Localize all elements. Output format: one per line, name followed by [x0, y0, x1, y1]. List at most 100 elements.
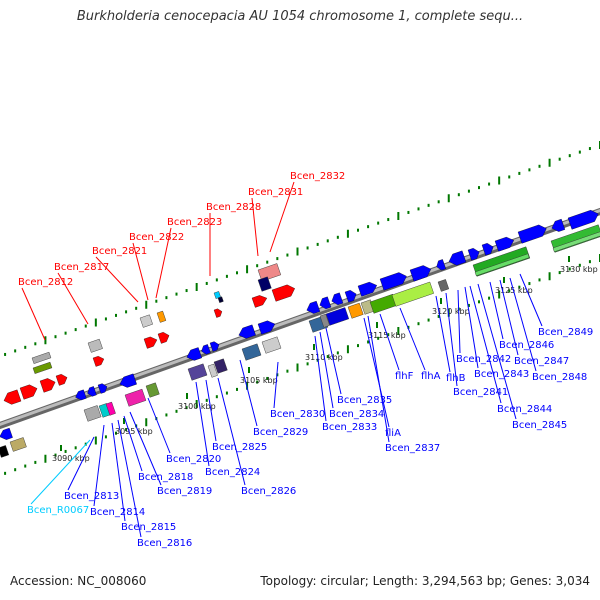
- gene: [83, 405, 102, 422]
- scale-tick-mark: [123, 418, 125, 424]
- reverse-gene: [3, 389, 22, 405]
- map-title: Burkholderia cenocepacia AU 1054 chromos…: [76, 9, 524, 24]
- pseudo-gene: [31, 351, 52, 364]
- forward-gene: [119, 373, 137, 388]
- gene-label-bcen_r0067: Bcen_R0067: [27, 505, 89, 516]
- gene-label-bcen_2844: Bcen_2844: [497, 404, 552, 415]
- gene-label-bcen_2824: Bcen_2824: [205, 467, 260, 478]
- pseudo-gene: [87, 338, 103, 353]
- gene-label-bcen_2820: Bcen_2820: [166, 454, 221, 465]
- forward-gene: [436, 259, 447, 271]
- gene-label-bcen_2831: Bcen_2831: [248, 187, 303, 198]
- forward-gene: [494, 236, 515, 252]
- gene: [391, 281, 434, 307]
- leader-line: [251, 197, 259, 257]
- reverse-gene: [39, 378, 56, 393]
- forward-gene: [87, 386, 97, 397]
- gene-label-bcen_2823: Bcen_2823: [167, 217, 222, 228]
- gene: [347, 302, 364, 319]
- leader-line: [469, 285, 502, 404]
- gene-label-bcen_2819: Bcen_2819: [157, 486, 212, 497]
- gene: [257, 263, 282, 282]
- leader-line: [129, 411, 162, 486]
- scale-tick-label: 3090 kbp: [52, 454, 90, 463]
- scale-tick-mark: [568, 256, 570, 262]
- leader-line: [155, 227, 172, 299]
- forward-gene: [409, 265, 432, 282]
- forward-gene: [331, 292, 344, 306]
- leader-line: [95, 256, 139, 303]
- gene-label-bcen_2841: Bcen_2841: [453, 387, 508, 398]
- gene-label-bcen_2812: Bcen_2812: [18, 277, 73, 288]
- gene-label-bcen_2845: Bcen_2845: [512, 420, 567, 431]
- leader-line: [239, 359, 258, 427]
- leader-line: [363, 317, 390, 428]
- gene: [325, 307, 350, 326]
- scale-tick-mark: [376, 322, 378, 328]
- reverse-gene: [251, 295, 268, 308]
- forward-gene: [379, 272, 407, 291]
- leader-line: [325, 327, 342, 395]
- gene-label-bcen_2837: Bcen_2837: [385, 443, 440, 454]
- gene: [474, 253, 530, 277]
- forward-gene: [186, 347, 203, 361]
- pseudo-gene: [139, 314, 153, 328]
- gene-label-flia: fliA: [385, 428, 401, 439]
- gene: [213, 358, 228, 374]
- reverse-gene: [92, 356, 105, 367]
- gene-label-bcen_2818: Bcen_2818: [138, 472, 193, 483]
- gene: [105, 401, 116, 416]
- upper-scale-row: [4, 141, 600, 356]
- scale-tick-mark: [503, 277, 505, 283]
- gene: [217, 296, 224, 303]
- forward-gene: [467, 248, 480, 261]
- accession-text: Accession: NC_008060: [10, 574, 147, 588]
- reverse-gene: [157, 332, 170, 344]
- forward-gene: [306, 300, 321, 314]
- leader-line: [399, 307, 426, 371]
- gene: [9, 437, 27, 452]
- leader-line: [93, 424, 105, 507]
- leader-line: [205, 379, 217, 442]
- gene: [124, 388, 147, 407]
- gene: [257, 276, 272, 292]
- leader-line: [269, 181, 295, 253]
- forward-gene: [97, 383, 108, 394]
- leader-line: [132, 242, 149, 301]
- gene-label-bcen_2830: Bcen_2830: [270, 409, 325, 420]
- forward-gene: [75, 389, 87, 401]
- gene-label-bcen_2816: Bcen_2816: [137, 538, 192, 549]
- scale-tick-label: 3110 kbp: [305, 353, 343, 362]
- leader-line: [489, 281, 504, 340]
- forward-gene: [257, 320, 276, 335]
- forward-gene: [481, 243, 494, 256]
- gene-label-flhf: flhF: [395, 371, 414, 382]
- gene: [207, 363, 218, 378]
- reverse-gene: [143, 336, 158, 349]
- leader-line: [217, 377, 246, 486]
- gene: [552, 231, 600, 253]
- scale-tick-label: 3105 kbp: [240, 376, 278, 385]
- forward-gene: [238, 324, 256, 339]
- reverse-gene: [19, 384, 38, 400]
- leader-line: [457, 289, 461, 354]
- gene: [145, 382, 160, 398]
- leader-line: [117, 419, 142, 538]
- forward-gene: [448, 250, 467, 266]
- scale-tick-mark: [313, 344, 315, 350]
- leader-line: [367, 315, 390, 443]
- gene-label-bcen_2846: Bcen_2846: [499, 340, 554, 351]
- gene-label-flhb: flhB: [446, 373, 466, 384]
- gene-label-bcen_2828: Bcen_2828: [206, 202, 261, 213]
- leader-line: [30, 439, 91, 505]
- gene-label-bcen_2826: Bcen_2826: [241, 486, 296, 497]
- leader-line: [314, 335, 327, 422]
- gene: [261, 336, 282, 354]
- leader-line: [445, 292, 458, 387]
- gene-label-bcen_2842: Bcen_2842: [456, 354, 511, 365]
- leader-line: [509, 277, 537, 372]
- gene-features: [0, 210, 600, 458]
- scale-tick-mark: [248, 367, 250, 373]
- gene-label-bcen_2847: Bcen_2847: [514, 356, 569, 367]
